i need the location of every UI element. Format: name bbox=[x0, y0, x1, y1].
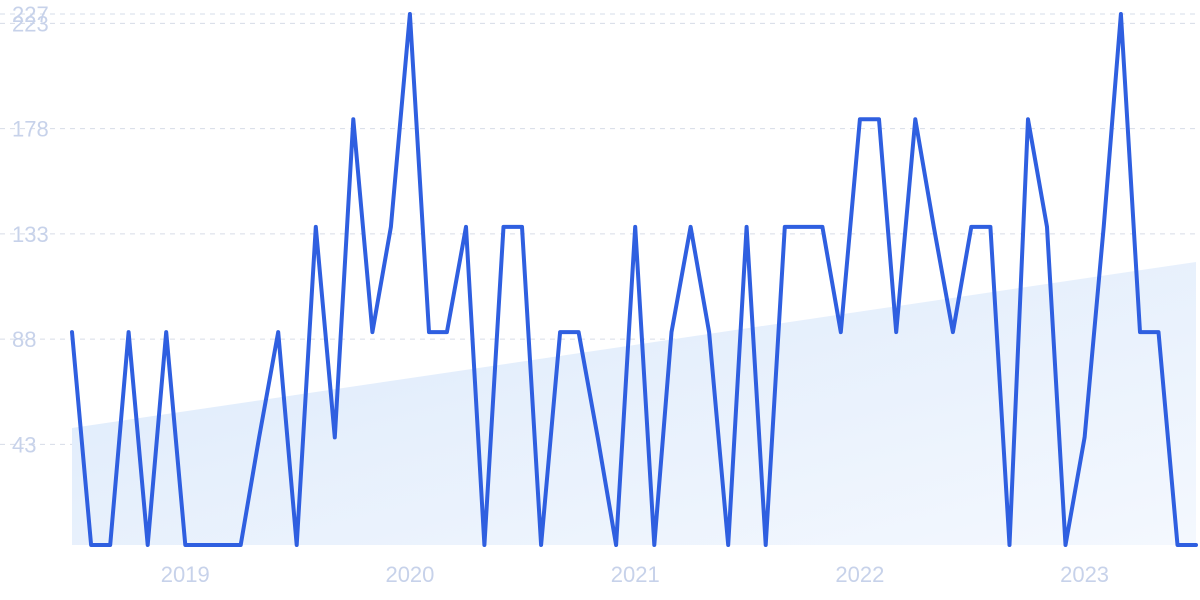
x-axis-ticks: 2019 2020 2021 2022 2023 bbox=[161, 562, 1109, 587]
x-tick-label: 2020 bbox=[385, 562, 434, 587]
y-tick-label: 88 bbox=[12, 327, 36, 352]
series-line bbox=[70, 12, 1198, 547]
y-tick-label: 178 bbox=[12, 117, 49, 142]
x-tick-label: 2022 bbox=[835, 562, 884, 587]
y-tick-label: 227 bbox=[12, 2, 49, 27]
y-tick-label: 43 bbox=[12, 432, 36, 457]
series-line-layer bbox=[70, 12, 1198, 547]
y-tick-label: 133 bbox=[12, 222, 49, 247]
x-tick-label: 2021 bbox=[611, 562, 660, 587]
y-tick-label: 223 bbox=[12, 11, 49, 36]
x-tick-label: 2019 bbox=[161, 562, 210, 587]
x-tick-label: 2023 bbox=[1060, 562, 1109, 587]
trend-area bbox=[72, 261, 1196, 545]
trend-area-layer bbox=[72, 261, 1196, 545]
